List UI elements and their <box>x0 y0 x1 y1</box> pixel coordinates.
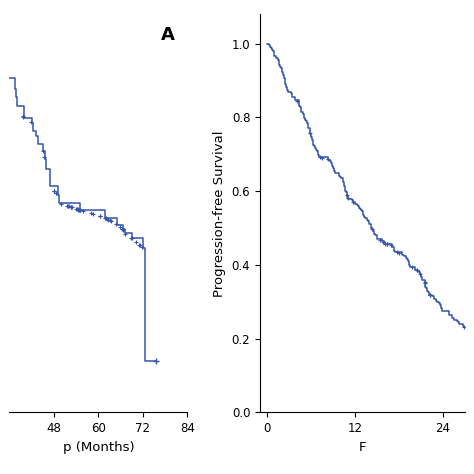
X-axis label: p (Months): p (Months) <box>63 441 134 454</box>
X-axis label: F: F <box>358 441 366 454</box>
Y-axis label: Progression-free Survival: Progression-free Survival <box>213 130 226 297</box>
Text: A: A <box>161 26 175 44</box>
